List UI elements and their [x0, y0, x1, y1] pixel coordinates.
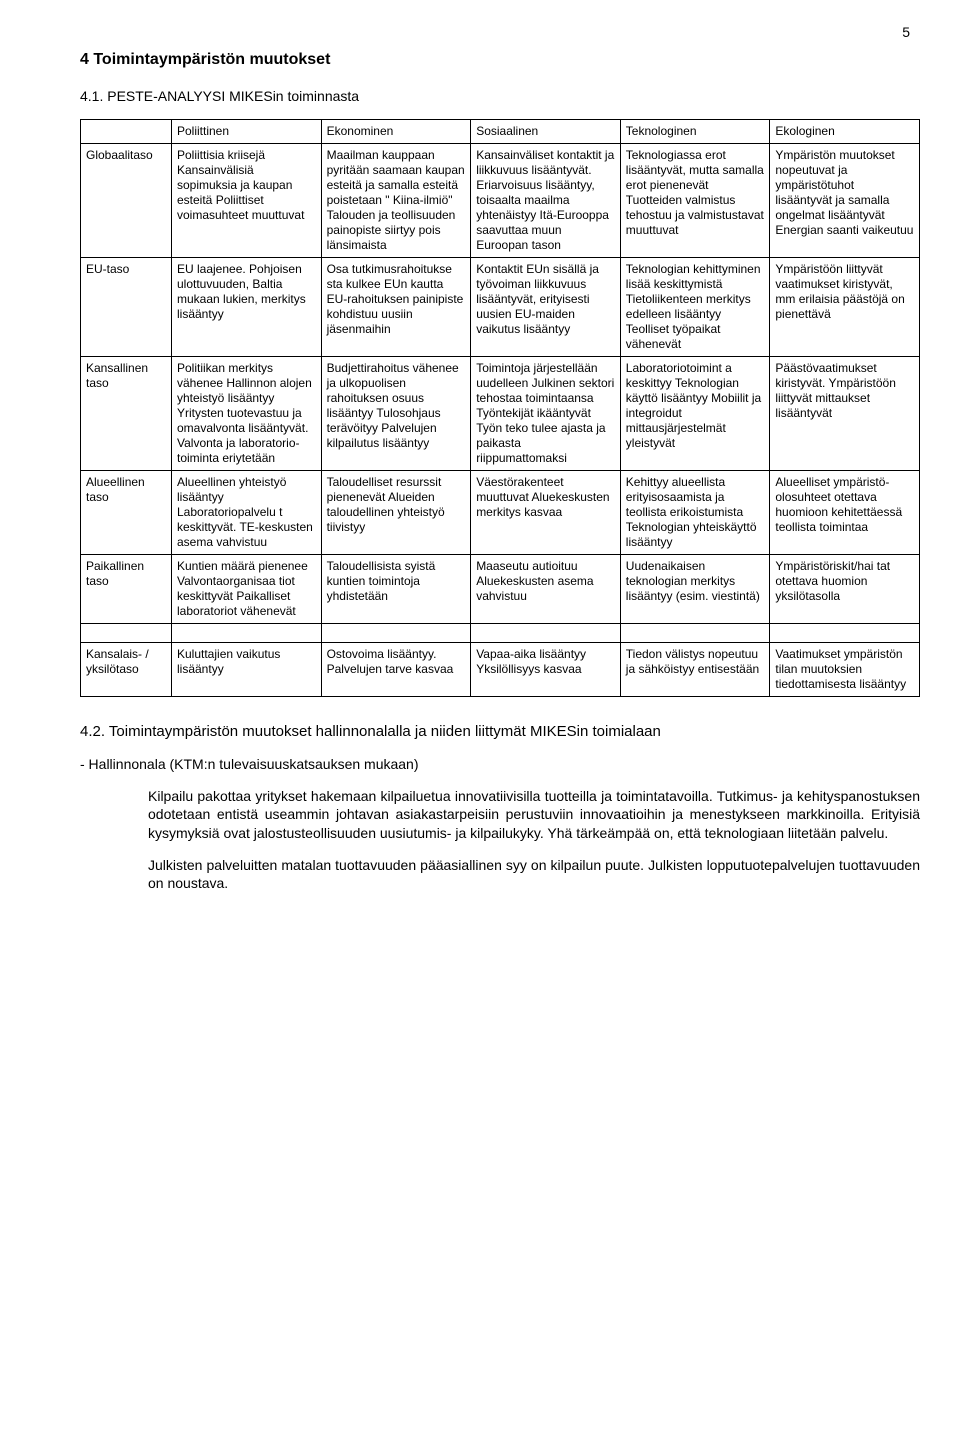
table-row: Kansallinen taso Politiikan merkitys väh… [81, 357, 920, 471]
row-label: Kansallinen taso [81, 357, 172, 471]
cell: Kuntien määrä pienenee Valvontaorganisaa… [172, 555, 322, 624]
table-header-row: Poliittinen Ekonominen Sosiaalinen Tekno… [81, 120, 920, 144]
cell: Kontaktit EUn sisällä ja työvoiman liikk… [471, 258, 621, 357]
cell: Uudenaikaisen teknologian merkitys lisää… [620, 555, 770, 624]
peste-table: Poliittinen Ekonominen Sosiaalinen Tekno… [80, 119, 920, 697]
row-label: Globaalitaso [81, 144, 172, 258]
page-number: 5 [80, 24, 920, 42]
cell: Taloudelliset resurssit pienenevät Aluei… [321, 471, 471, 555]
cell: Teknologiassa erot lisääntyvät, mutta sa… [620, 144, 770, 258]
cell: Kuluttajien vaikutus lisääntyy [172, 643, 322, 697]
cell: Maaseutu autioituu Aluekeskusten asema v… [471, 555, 621, 624]
col-header: Ekologinen [770, 120, 920, 144]
col-header: Teknologinen [620, 120, 770, 144]
cell: Ympäristöriskit/hai tat otettava huomion… [770, 555, 920, 624]
col-header [81, 120, 172, 144]
cell: Ympäristön muutokset nopeutuvat ja ympär… [770, 144, 920, 258]
cell: Alueelliset ympäristö-olosuhteet otettav… [770, 471, 920, 555]
cell: Alueellinen yhteistyö lisääntyy Laborato… [172, 471, 322, 555]
cell: Maailman kauppaan pyritään saamaan kaupa… [321, 144, 471, 258]
cell: Tiedon välistys nopeutuu ja sähköistyy e… [620, 643, 770, 697]
cell: Poliittisia kriisejä Kansainvälisiä sopi… [172, 144, 322, 258]
cell: Teknologian kehittyminen lisää keskittym… [620, 258, 770, 357]
body-paragraph: Julkisten palveluitten matalan tuottavuu… [148, 856, 920, 892]
cell: Ostovoima lisääntyy. Palvelujen tarve ka… [321, 643, 471, 697]
col-header: Sosiaalinen [471, 120, 621, 144]
cell: Vapaa-aika lisääntyy Yksilöllisyys kasva… [471, 643, 621, 697]
heading-42: 4.2. Toimintaympäristön muutokset hallin… [80, 723, 920, 742]
cell: Budjettirahoitus vähenee ja ulkopuolisen… [321, 357, 471, 471]
row-label: Paikallinen taso [81, 555, 172, 624]
cell: Politiikan merkitys vähenee Hallinnon al… [172, 357, 322, 471]
table-row: EU-taso EU laajenee. Pohjoisen ulottuvuu… [81, 258, 920, 357]
hallinnonala-line: - Hallinnonala (KTM:n tulevaisuuskatsauk… [80, 756, 920, 774]
cell: Kansainväliset kontaktit ja liikkuvuus l… [471, 144, 621, 258]
table-row: Alueellinen taso Alueellinen yhteistyö l… [81, 471, 920, 555]
table-spacer [81, 624, 920, 643]
row-label: Kansalais- / yksilötaso [81, 643, 172, 697]
cell: Ympäristöön liittyvät vaatimukset kirist… [770, 258, 920, 357]
cell: Laboratoriotoimint a keskittyy Teknologi… [620, 357, 770, 471]
row-label: Alueellinen taso [81, 471, 172, 555]
table-row: Paikallinen taso Kuntien määrä pienenee … [81, 555, 920, 624]
cell: Väestörakenteet muuttuvat Aluekeskusten … [471, 471, 621, 555]
cell: Osa tutkimusrahoitukse sta kulkee EUn ka… [321, 258, 471, 357]
col-header: Poliittinen [172, 120, 322, 144]
cell: Toimintoja järjestellään uudelleen Julki… [471, 357, 621, 471]
cell: Päästövaatimukset kiristyvät. Ympäristöö… [770, 357, 920, 471]
body-paragraph: Kilpailu pakottaa yritykset hakemaan kil… [148, 787, 920, 842]
col-header: Ekonominen [321, 120, 471, 144]
cell: Vaatimukset ympäristön tilan muutoksien … [770, 643, 920, 697]
row-label: EU-taso [81, 258, 172, 357]
heading-41: 4.1. PESTE-ANALYYSI MIKESin toiminnasta [80, 88, 920, 106]
cell: Taloudellisista syistä kuntien toimintoj… [321, 555, 471, 624]
heading-4: 4 Toimintaympäristön muutokset [80, 50, 920, 70]
table-row: Kansalais- / yksilötaso Kuluttajien vaik… [81, 643, 920, 697]
cell: Kehittyy alueellista erityisosaamista ja… [620, 471, 770, 555]
cell: EU laajenee. Pohjoisen ulottuvuuden, Bal… [172, 258, 322, 357]
table-row: Globaalitaso Poliittisia kriisejä Kansai… [81, 144, 920, 258]
